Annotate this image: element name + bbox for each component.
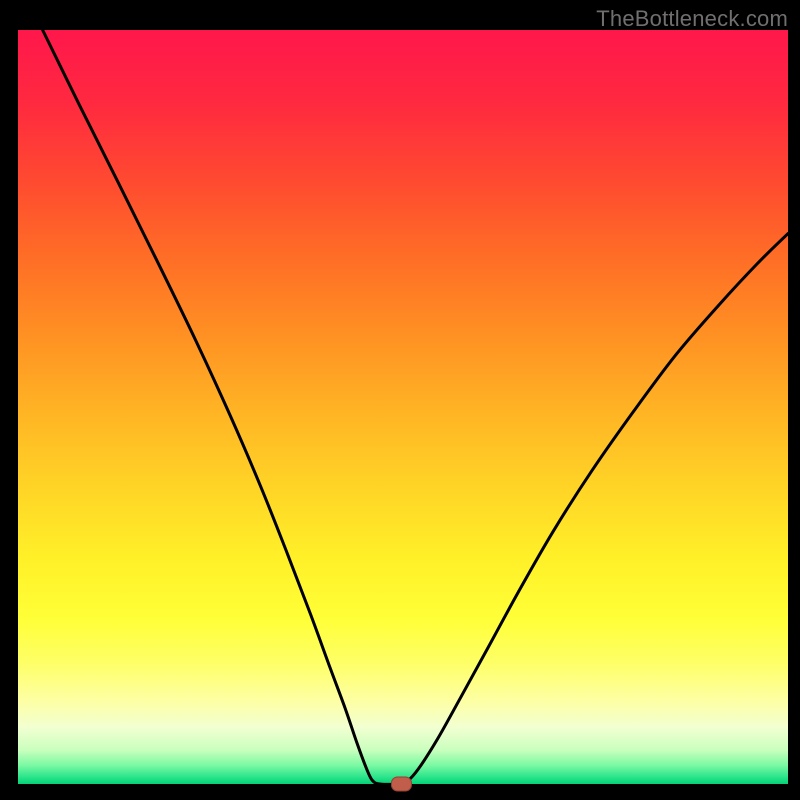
watermark-text: TheBottleneck.com bbox=[596, 6, 788, 32]
chart-container: TheBottleneck.com bbox=[0, 0, 800, 800]
gradient-background bbox=[18, 30, 788, 784]
optimal-marker bbox=[391, 777, 411, 791]
bottleneck-chart bbox=[0, 0, 800, 800]
